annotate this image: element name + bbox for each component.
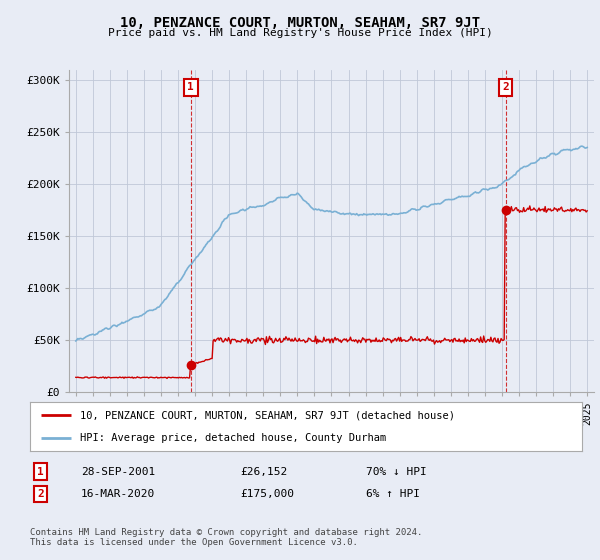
- Text: £26,152: £26,152: [240, 466, 287, 477]
- Text: 70% ↓ HPI: 70% ↓ HPI: [366, 466, 427, 477]
- Text: HPI: Average price, detached house, County Durham: HPI: Average price, detached house, Coun…: [80, 433, 386, 444]
- Text: £175,000: £175,000: [240, 489, 294, 499]
- Text: 2: 2: [502, 82, 509, 92]
- Text: 28-SEP-2001: 28-SEP-2001: [81, 466, 155, 477]
- Text: 10, PENZANCE COURT, MURTON, SEAHAM, SR7 9JT (detached house): 10, PENZANCE COURT, MURTON, SEAHAM, SR7 …: [80, 410, 455, 421]
- Text: 16-MAR-2020: 16-MAR-2020: [81, 489, 155, 499]
- Text: Contains HM Land Registry data © Crown copyright and database right 2024.
This d: Contains HM Land Registry data © Crown c…: [30, 528, 422, 547]
- Text: 10, PENZANCE COURT, MURTON, SEAHAM, SR7 9JT: 10, PENZANCE COURT, MURTON, SEAHAM, SR7 …: [120, 16, 480, 30]
- Text: 2: 2: [37, 489, 44, 499]
- Text: Price paid vs. HM Land Registry's House Price Index (HPI): Price paid vs. HM Land Registry's House …: [107, 28, 493, 38]
- Text: 1: 1: [187, 82, 194, 92]
- Text: 6% ↑ HPI: 6% ↑ HPI: [366, 489, 420, 499]
- Text: 1: 1: [37, 466, 44, 477]
